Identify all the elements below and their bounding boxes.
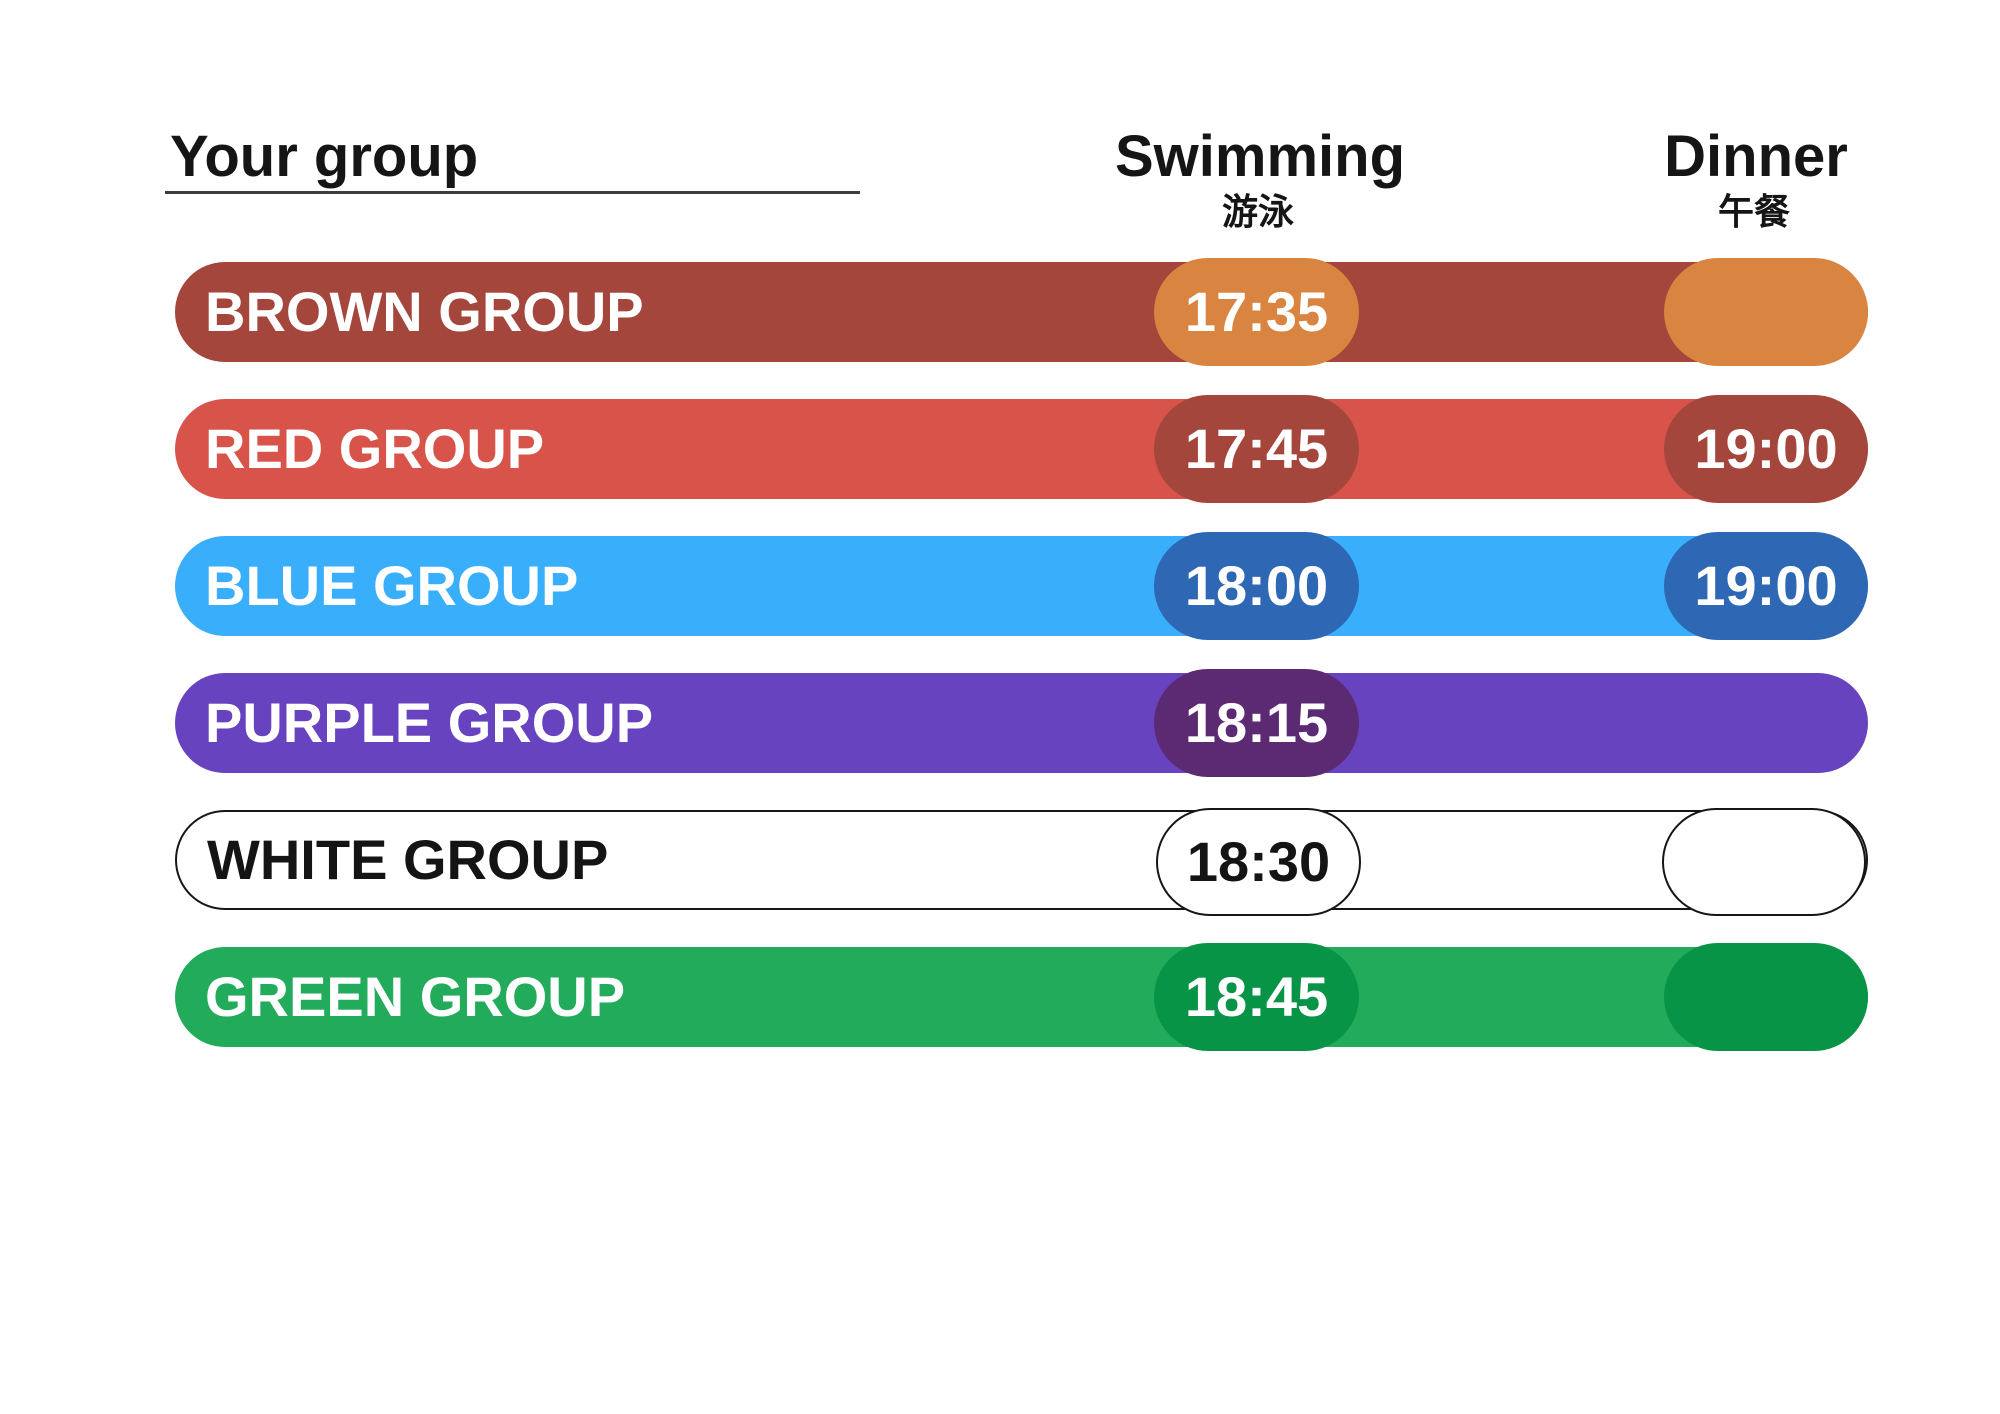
group-row: BLUE GROUP 18:00 19:00 bbox=[175, 532, 1868, 640]
dinner-time-pill bbox=[1664, 258, 1868, 366]
group-label: RED GROUP bbox=[205, 417, 545, 480]
group-schedule-rows: BROWN GROUP 17:35 RED GROUP 17:45 19:00 … bbox=[175, 258, 1868, 1051]
group-label: PURPLE GROUP bbox=[205, 691, 654, 754]
group-label: GREEN GROUP bbox=[205, 965, 626, 1028]
dinner-time-pill bbox=[1664, 943, 1868, 1051]
group-label: BROWN GROUP bbox=[205, 280, 644, 343]
swimming-header: Swimming bbox=[1114, 124, 1406, 189]
swimming-time-pill: 17:45 bbox=[1154, 395, 1359, 503]
group-row: PURPLE GROUP 18:15 bbox=[175, 669, 1868, 777]
swimming-time-pill: 18:30 bbox=[1156, 808, 1361, 916]
dinner-header: Dinner bbox=[1664, 124, 1848, 189]
group-row: BROWN GROUP 17:35 bbox=[175, 258, 1868, 366]
dinner-time-pill bbox=[1662, 808, 1866, 916]
swimming-time-pill: 18:15 bbox=[1154, 669, 1359, 777]
group-row: RED GROUP 17:45 19:00 bbox=[175, 395, 1868, 503]
swimming-time-pill: 18:00 bbox=[1154, 532, 1359, 640]
group-label: BLUE GROUP bbox=[205, 554, 579, 617]
group-row: GREEN GROUP 18:45 bbox=[175, 943, 1868, 1051]
group-label: WHITE GROUP bbox=[207, 828, 609, 891]
group-row: WHITE GROUP 18:30 bbox=[175, 808, 1868, 916]
your-group-header: Your group bbox=[170, 124, 479, 189]
dinner-time-pill: 19:00 bbox=[1664, 395, 1868, 503]
dinner-time-pill: 19:00 bbox=[1664, 532, 1868, 640]
swimming-time-pill: 17:35 bbox=[1154, 258, 1359, 366]
your-group-underline bbox=[165, 191, 860, 194]
dinner-header-chinese: 午餐 bbox=[1717, 191, 1791, 232]
swimming-time-pill: 18:45 bbox=[1154, 943, 1359, 1051]
swimming-header-chinese: 游泳 bbox=[1221, 191, 1295, 232]
